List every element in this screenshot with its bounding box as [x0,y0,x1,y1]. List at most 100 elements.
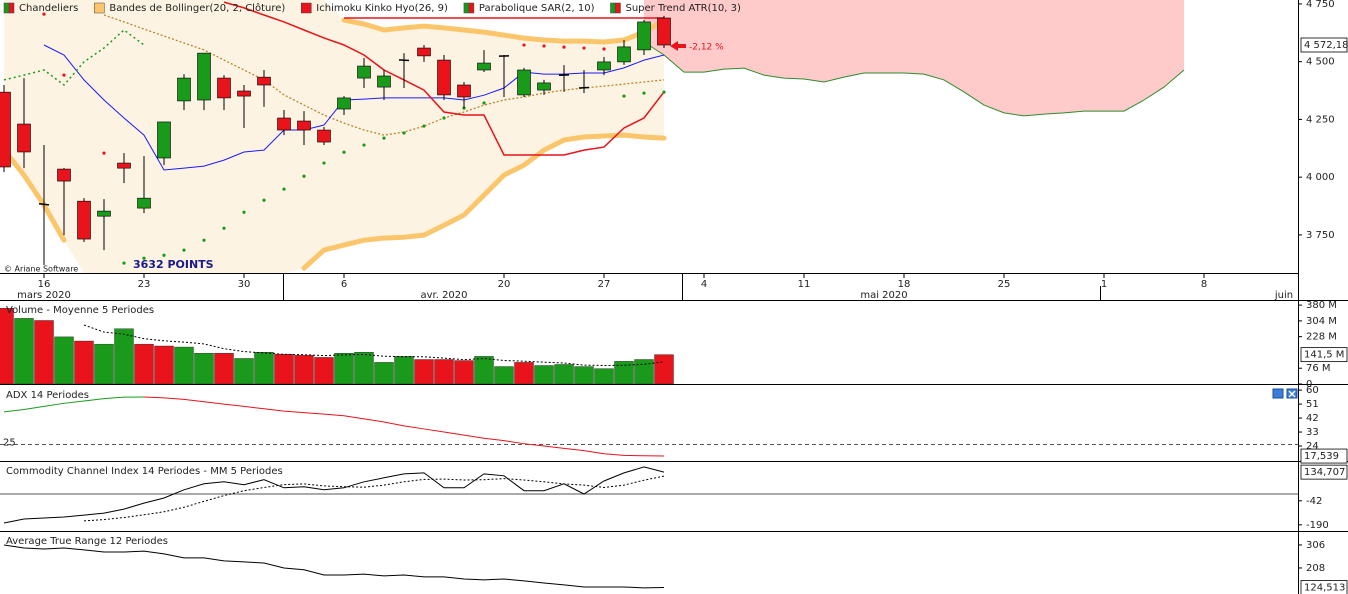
y-tick-label: 4 000 [1306,172,1335,183]
candle-body [17,123,31,153]
x-tick-label: 6 [341,279,347,290]
month-label: juin [1274,290,1293,301]
y-tick-label: 208 [1306,563,1325,574]
candle-body [457,84,471,98]
legend-swatch [610,2,616,14]
legend-label: Chandeliers [19,3,78,14]
volume-bar [234,358,254,385]
x-tick-label: 30 [238,279,251,290]
y-tick-label: 4 250 [1306,114,1335,125]
candle-body [637,21,651,51]
kijun-line [223,1,665,156]
candle-body [77,200,91,240]
x-tick-label: 27 [598,279,611,290]
volume-bar [594,368,614,385]
candle-body [517,69,531,96]
last-value-box [1300,347,1348,363]
panel-title: ADX 14 Periodes [6,390,89,401]
candle-body [157,121,171,159]
sar-dot [562,45,566,49]
month-label: mai 2020 [860,290,907,301]
legend-swatch [94,2,105,14]
sar-dot [382,136,386,140]
x-tick-label: 18 [898,279,911,290]
legend-swatch [8,2,15,14]
y-tick-label: -42 [1306,496,1322,507]
sar-dot [522,43,526,47]
volume-bar [394,356,414,385]
sar-dot [342,150,346,154]
volume-bar [614,361,634,385]
sar-dot [482,101,486,105]
panel-title: Average True Range 12 Periodes [6,536,168,547]
candle-body [597,61,611,71]
sar-dot [442,116,446,120]
bollinger-lower [301,132,667,271]
volume-bar [194,353,214,385]
volume-bar [274,354,294,385]
last-value-label: 4 572,18 [1304,40,1348,51]
volume-bar [114,328,134,385]
candle-body [297,120,311,131]
sar-dot [262,198,266,202]
volume-bar [474,356,494,385]
bollinger-fill [4,0,664,273]
y-tick-label: 3 750 [1306,230,1335,241]
y-tick-label: 51 [1306,399,1319,410]
volume-bar [0,308,14,385]
y-tick-label: 306 [1306,540,1325,551]
last-value-box [1300,448,1348,464]
candle-body [277,117,291,131]
last-value-label: 134,707 [1304,467,1345,478]
sar-dot [222,226,226,230]
y-tick-label: 228 M [1306,332,1337,343]
panel-title: Commodity Channel Index 14 Periodes - MM… [6,466,283,477]
sar-dot [322,161,326,165]
candle-body [317,129,331,143]
y-tick-label: 33 [1306,427,1319,438]
volume-bar [574,366,594,385]
ichimoku-cloud [644,0,1184,116]
last-value-label: 124,513 [1304,583,1345,594]
volume-bar [214,353,234,385]
candle-body [57,168,71,182]
y-tick-label: 60 [1306,385,1319,396]
candle-body [537,82,551,91]
volume-bar [314,357,334,385]
volume-bar [134,343,154,385]
bollinger-upper [341,17,667,45]
volume-bar [154,345,174,385]
cci-line [3,466,665,524]
candle-body [97,210,111,217]
volume-average [83,324,665,367]
last-value-label: 17,539 [1304,451,1339,462]
sar-dot [582,46,586,50]
volume-bar [414,359,434,385]
sar-dot [42,12,46,16]
candle-body [357,65,371,79]
cci-average [83,475,665,522]
legend-label: Ichimoku Kinko Hyo(26, 9) [316,3,448,14]
sar-dot [142,256,146,260]
y-tick-label: 42 [1306,413,1319,424]
candle-body [477,62,491,71]
sar-dot [402,131,406,135]
volume-bar [34,320,54,385]
volume-bar [554,364,574,385]
legend-label: Super Trend ATR(10, 3) [625,3,740,14]
volume-bar [534,365,554,385]
candle-body [257,76,271,86]
supertrend-up [3,29,145,87]
sar-dot [622,94,626,98]
legend-swatch [463,2,470,14]
y-tick-label: 24 [1306,441,1319,452]
candle-body [237,90,251,97]
x-tick-label: 4 [701,279,707,290]
volume-bar [294,355,314,385]
adx-line [3,396,145,413]
panel-button[interactable] [1272,388,1284,399]
volume-bar [494,366,514,385]
reference-label: 25 [3,437,16,448]
sar-dot [242,210,246,214]
